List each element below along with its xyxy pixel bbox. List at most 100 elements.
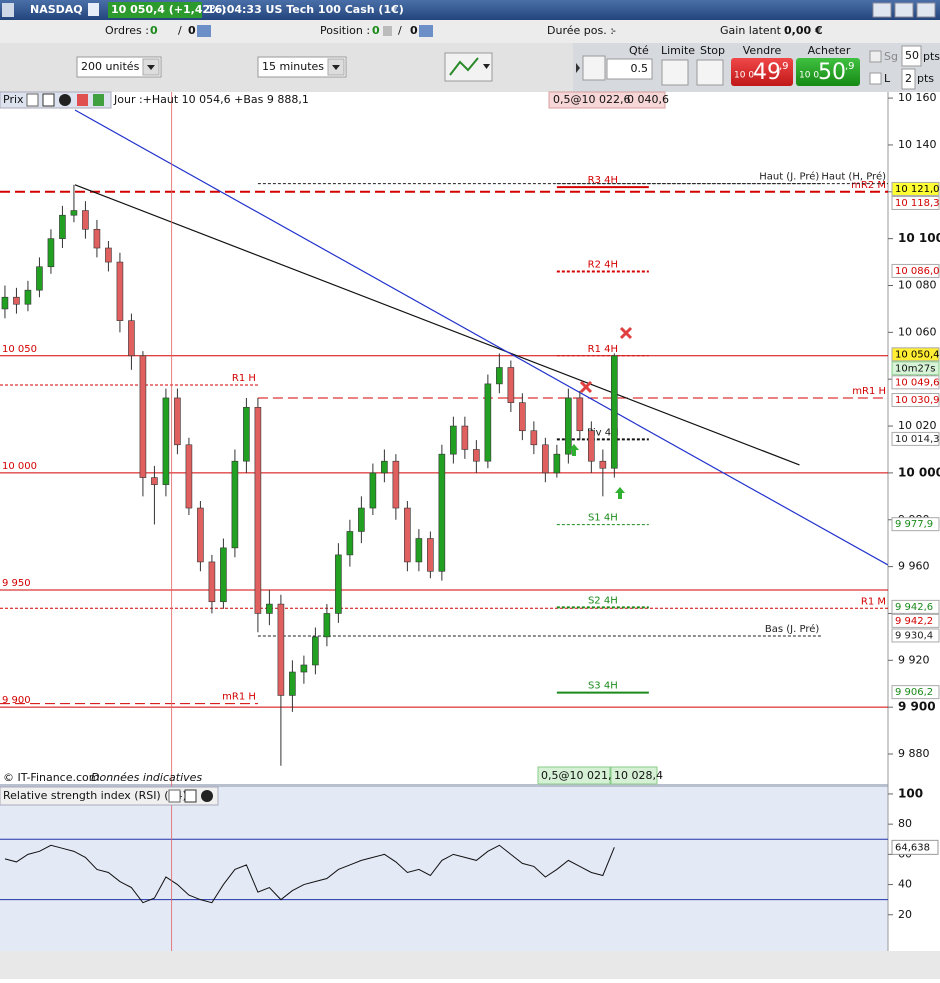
close-position-icon[interactable] [383, 26, 392, 36]
price-box [891, 613, 940, 628]
sell-signal [579, 380, 593, 394]
settings-icon[interactable] [26, 93, 39, 107]
time-axis [0, 951, 940, 979]
candle-body [277, 603, 285, 696]
rsi-line [4, 844, 615, 904]
y-tick-label: 10 060 [898, 325, 937, 338]
level-label: Bas (J. Pré) [765, 623, 819, 635]
candle-body [231, 460, 239, 549]
candle-body [507, 367, 515, 403]
y-tick-label: 40 [898, 878, 912, 891]
duration-label: Durée pos. : [547, 24, 614, 37]
dropdown-arrow [147, 65, 155, 70]
position-label: Position : [320, 24, 370, 37]
price-box-label: 10 030,9 [895, 395, 940, 406]
sg-value: 50 [905, 49, 919, 62]
symbol: NASDAQ [30, 3, 83, 16]
candle-body [47, 238, 55, 268]
level-label: R1 4H [588, 344, 618, 355]
gain-label: Gain latent : [720, 24, 788, 37]
level-label: S3 4H [588, 681, 618, 692]
qty-input[interactable] [606, 58, 653, 80]
dropdown-arrow [332, 65, 340, 70]
sell-price-prefix: 10 0 [734, 71, 754, 81]
sg-label: Sg [884, 50, 898, 63]
maximize-button[interactable] [894, 2, 914, 18]
price-box [891, 375, 940, 390]
level-label: R1 H [232, 373, 256, 384]
limit-button[interactable] [661, 59, 689, 86]
settings-icon[interactable] [168, 789, 181, 803]
candle-body [369, 472, 377, 509]
sg-input[interactable] [901, 45, 922, 67]
countdown-box [891, 361, 940, 376]
l-checkbox[interactable] [869, 72, 882, 85]
menu-icon[interactable] [2, 3, 14, 17]
close-button[interactable] [916, 2, 936, 18]
price-plot: 10 050 10 000 9 950 9 900 R1 H mR1 H mR2 M mR1 … [0, 109, 888, 766]
trendline [74, 184, 800, 466]
status-bar [0, 20, 940, 43]
price-box [891, 347, 940, 362]
interval-select[interactable] [257, 56, 347, 78]
candle-body [565, 397, 572, 455]
sell-price-fraction: ,9 [779, 61, 789, 72]
collapse-arrow[interactable] [576, 63, 580, 73]
level-label: R2 4H [588, 259, 618, 270]
copyright: © IT-Finance.com [3, 771, 100, 784]
position-icon[interactable] [419, 25, 433, 37]
up-icon[interactable] [93, 94, 104, 106]
quantity-select-text: 200 unités [81, 60, 140, 73]
candle-body [36, 266, 43, 291]
panel-separator [0, 784, 888, 787]
info-icon[interactable] [88, 3, 99, 16]
sell-button[interactable] [731, 58, 793, 86]
minimize-button[interactable] [872, 2, 892, 18]
candle-body [415, 538, 423, 563]
close-icon[interactable] [59, 94, 71, 106]
sg-checkbox[interactable] [869, 50, 882, 63]
price-box [891, 517, 940, 532]
y-tick-label: 10 000 [898, 465, 940, 479]
buy-price-fraction: ,9 [845, 61, 855, 72]
price-box-label: 10 121,0 [895, 184, 940, 195]
separator: / [178, 24, 182, 37]
price-box-label: 9 942,6 [895, 602, 933, 613]
orders-icon[interactable] [197, 25, 211, 37]
y-tick-label: 10 080 [898, 278, 937, 291]
buy-button[interactable] [796, 58, 860, 86]
price: 10 050,4 (+1,42%) [111, 3, 226, 16]
price-box-label: 9 906,2 [895, 687, 933, 698]
y-tick-label: 9 960 [898, 560, 930, 573]
quantity-select[interactable] [76, 56, 162, 78]
candle-body [392, 460, 400, 509]
l-input[interactable] [901, 68, 916, 90]
countdown: 10m27s [895, 363, 935, 374]
candle-body [139, 355, 147, 478]
settings-button[interactable] [582, 55, 606, 81]
price-panel [0, 92, 888, 784]
candle-body [438, 453, 446, 572]
candle-body [116, 261, 124, 321]
rsi-panel-title: Relative strength index (RSI) (14) [3, 789, 187, 802]
candle-body [358, 507, 365, 532]
pts-label: pts [917, 72, 934, 85]
price-box-label: 9 977,9 [895, 519, 933, 530]
indicator-button[interactable] [444, 52, 493, 82]
close-icon[interactable] [201, 790, 213, 802]
window-icon[interactable] [184, 789, 197, 803]
spread-note [548, 91, 666, 109]
down-icon[interactable] [77, 94, 88, 106]
stop-button[interactable] [696, 59, 724, 86]
spread-note-right: 0 040,6 [627, 93, 669, 106]
dropdown-arrow [483, 64, 490, 69]
price-box [891, 628, 940, 643]
candle-body [70, 210, 78, 216]
level-label: Haut (H, Pré) [821, 171, 886, 183]
window-icon[interactable] [42, 93, 55, 107]
level-label: 9 950 [2, 578, 31, 589]
candle-body [151, 477, 158, 485]
candle-body [13, 296, 20, 305]
candle-body [162, 397, 170, 485]
level-label: S1 4H [588, 513, 618, 524]
